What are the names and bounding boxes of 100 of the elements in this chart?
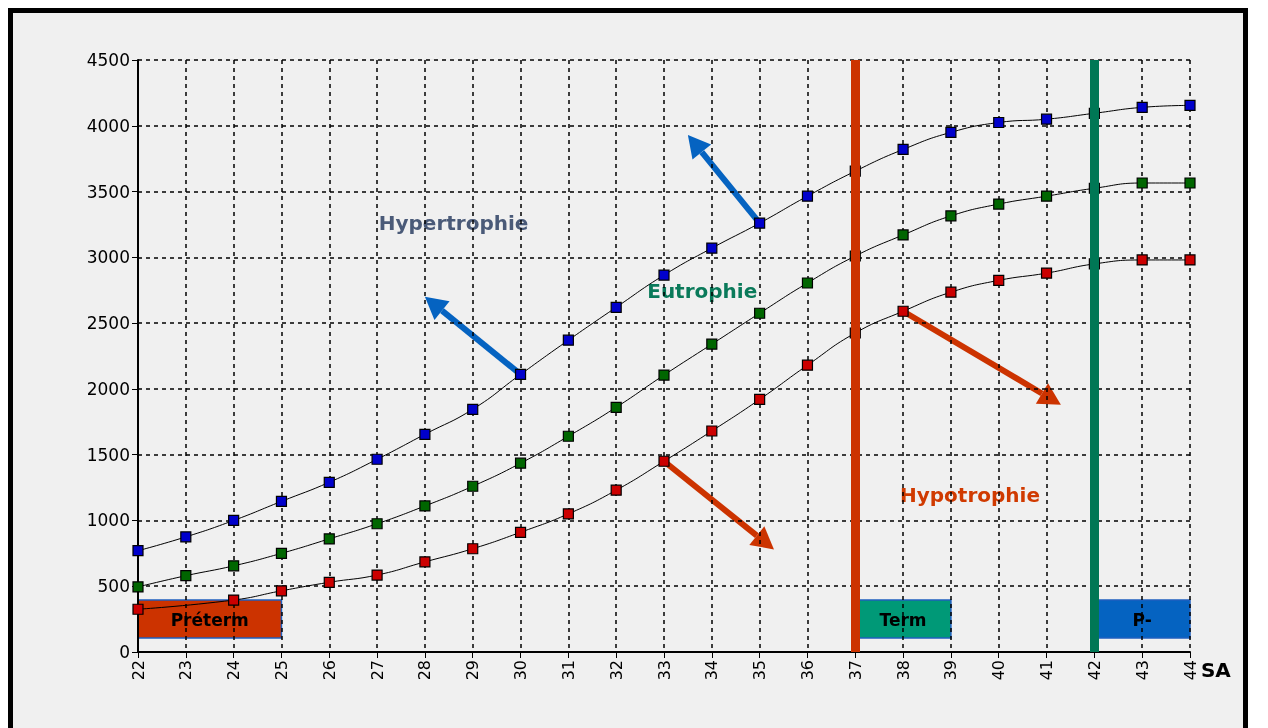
point: [228, 594, 240, 606]
y-tick-label: 2000: [86, 378, 130, 399]
x-tick-label: 22: [128, 660, 148, 681]
point: [706, 242, 718, 254]
x-tick-label: 27: [367, 660, 387, 681]
point: [1040, 190, 1053, 202]
point: [945, 210, 957, 222]
point: [610, 484, 622, 496]
point: [897, 305, 909, 317]
point: [514, 368, 527, 381]
point: [801, 277, 814, 289]
point: [706, 425, 718, 437]
point: [754, 393, 766, 406]
x-tick-label: 28: [415, 660, 435, 681]
x-tick-label: 34: [702, 660, 722, 681]
x-tick-label: 44: [1180, 660, 1200, 681]
point: [1136, 254, 1148, 266]
point: [610, 401, 622, 413]
y-tick-label: 4500: [86, 50, 130, 70]
point: [419, 428, 431, 440]
point: [1184, 254, 1196, 266]
x-tick-label: 25: [271, 660, 291, 681]
annotation: Hypertrophie: [378, 210, 529, 235]
point: [945, 286, 957, 298]
point: [658, 455, 670, 467]
x-tick-label: 39: [941, 660, 961, 681]
point: [754, 217, 766, 229]
point: [132, 581, 144, 593]
point: [562, 508, 574, 520]
point: [467, 480, 479, 492]
point: [371, 518, 383, 530]
x-tick-label: 42: [1084, 660, 1104, 681]
point: [801, 359, 814, 371]
x-tick-label: 43: [1132, 660, 1152, 681]
point: [897, 143, 909, 156]
point: [658, 369, 670, 381]
point: [371, 453, 383, 465]
point: [945, 126, 957, 138]
point: [467, 403, 479, 415]
point: [1040, 113, 1053, 125]
x-tick-label: 38: [893, 660, 913, 681]
point: [323, 576, 335, 588]
x-tick-label: 41: [1037, 660, 1057, 681]
point: [228, 560, 240, 572]
point: [562, 430, 574, 442]
point: [1136, 177, 1148, 189]
point: [228, 514, 240, 527]
y-tick-label: 2500: [86, 313, 130, 334]
point: [993, 274, 1005, 286]
x-tick-label: 36: [797, 660, 817, 681]
point: [993, 116, 1005, 129]
point: [180, 570, 192, 582]
x-tick-label: 23: [176, 660, 196, 681]
x-tick-label: 37: [845, 660, 865, 681]
point: [1040, 267, 1053, 279]
x-tick-label: 29: [463, 660, 483, 681]
x-axis-title: SA: [1200, 658, 1232, 682]
point: [132, 603, 144, 615]
point: [658, 269, 670, 281]
point: [132, 545, 144, 557]
point: [419, 556, 431, 568]
point: [993, 198, 1005, 210]
y-tick-label: 4000: [86, 115, 130, 136]
y-tick-label: 1000: [86, 510, 130, 531]
x-tick-label: 24: [224, 660, 244, 681]
point: [467, 543, 479, 555]
point: [275, 495, 288, 507]
x-tick-label: 30: [511, 660, 531, 681]
x-tick-label: 32: [606, 660, 626, 681]
annotation: Hypotrophie: [900, 483, 1041, 508]
point: [1136, 101, 1148, 113]
point: [275, 547, 288, 559]
y-tick-label: 0: [119, 642, 130, 662]
point: [754, 307, 766, 319]
annotation: Eutrophie: [647, 279, 758, 304]
y-tick-label: 1500: [86, 444, 130, 465]
point: [323, 533, 335, 545]
y-tick-label: 500: [97, 576, 130, 597]
y-tick-label: 3500: [86, 181, 130, 202]
point: [514, 457, 527, 469]
point: [180, 531, 192, 543]
point: [562, 334, 574, 346]
point: [801, 190, 814, 202]
point: [1184, 99, 1196, 111]
point: [610, 301, 622, 313]
x-tick-label: 26: [319, 660, 339, 681]
point: [514, 526, 527, 538]
point: [371, 569, 383, 581]
band-label: Préterm: [170, 610, 249, 630]
band-label: P-: [1132, 610, 1152, 630]
x-tick-label: 35: [750, 660, 770, 681]
point: [275, 585, 288, 597]
band-label: Term: [879, 610, 927, 630]
y-tick-label: 3000: [86, 247, 130, 268]
x-tick-label: 40: [989, 660, 1009, 681]
point: [323, 476, 335, 488]
point: [897, 229, 909, 241]
point: [419, 500, 431, 512]
point: [1184, 177, 1196, 189]
x-tick-label: 31: [558, 660, 578, 681]
